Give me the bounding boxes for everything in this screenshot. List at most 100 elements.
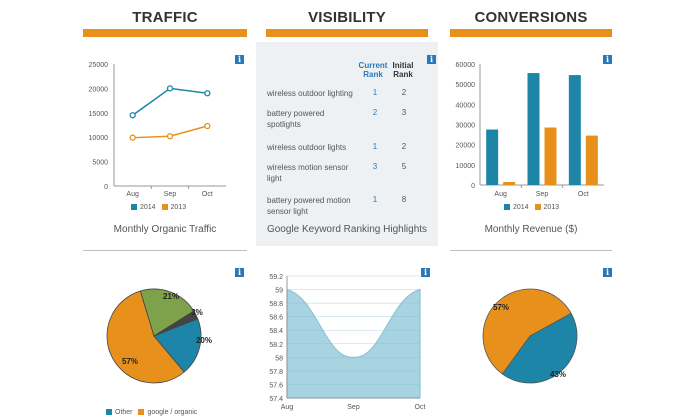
legend-label-2014: 2014 — [140, 204, 156, 211]
info-icon[interactable]: i — [603, 55, 612, 64]
x-tick-label: Oct — [202, 191, 213, 198]
y-tick-label: 15000 — [89, 111, 109, 118]
x-tick-label: Aug — [494, 191, 507, 198]
current-rank: 1 — [372, 88, 378, 97]
y-tick-label: 10000 — [456, 163, 476, 170]
legend-label-2014: 2014 — [513, 204, 529, 211]
y-tick-label: 0 — [471, 183, 475, 190]
y-tick-label: 5000 — [92, 160, 108, 167]
revenue-bar-chart: 60000 50000 40000 30000 20000 10000 0 Aug Sep Oct — [456, 62, 604, 198]
traffic-source-pie: 57% 21% 3% 20% — [106, 288, 212, 384]
initial-rank: 2 — [401, 142, 407, 151]
y-tick-label: 57.6 — [269, 382, 283, 389]
initial-rank-header: Initial Rank — [392, 61, 414, 79]
traffic-source-legend: Other google / organic — [106, 409, 197, 416]
info-icon[interactable]: i — [421, 268, 430, 277]
legend-label-2013: 2013 — [543, 204, 560, 211]
legend-swatch-other — [106, 409, 112, 416]
y-tick-label: 59.2 — [269, 274, 283, 281]
keyword-panel — [256, 42, 438, 246]
pie-label: 57% — [493, 303, 509, 312]
y-tick-label: 58.4 — [269, 328, 283, 335]
pie-label: 3% — [191, 308, 203, 317]
pie-label: 21% — [163, 292, 179, 301]
pie-slice-orange — [482, 288, 572, 375]
bar-2014-Aug — [486, 129, 499, 185]
legend-swatch-2013 — [161, 204, 168, 211]
conversions-accent-bar — [450, 29, 612, 37]
pie-slice-other-green — [139, 288, 195, 337]
keyword-text: wireless outdoor lights — [267, 143, 347, 152]
traffic-accent-bar — [83, 29, 247, 37]
current-rank: 3 — [372, 162, 378, 171]
bar-2013-Oct — [585, 135, 598, 185]
y-tick-label: 58.6 — [269, 315, 283, 322]
pie-label: 20% — [196, 336, 212, 345]
y-tick-label: 58.2 — [269, 342, 283, 349]
keyword-text: wireless outdoor lighting — [267, 89, 353, 98]
info-icon[interactable]: i — [235, 268, 244, 277]
legend-swatch-organic — [138, 409, 145, 416]
y-tick-label: 59 — [275, 288, 283, 295]
y-tick-label: 57.8 — [269, 369, 283, 376]
y-tick-label: 10000 — [89, 135, 109, 142]
conversion-pie: 57% 43% — [482, 288, 578, 384]
keyword-text: battery powered motion sensor light — [267, 196, 351, 216]
info-icon[interactable]: i — [427, 55, 436, 64]
current-rank-header: Current Rank — [358, 61, 388, 79]
y-tick-label: 58.8 — [269, 301, 283, 308]
legend-swatch-2013 — [534, 204, 541, 211]
legend-swatch-2014 — [504, 204, 510, 211]
y-tick-label: 30000 — [456, 123, 476, 130]
bar-2013-Sep — [544, 127, 557, 185]
divider — [450, 250, 612, 251]
keyword-text: battery powered spotlights — [267, 109, 325, 129]
traffic-line-chart: 25000 20000 15000 10000 5000 0 Aug Sep Oct — [89, 62, 226, 198]
initial-rank: 2 — [401, 88, 407, 97]
bar-2013-Aug — [503, 181, 516, 185]
initial-rank: 5 — [401, 162, 407, 171]
y-tick-label: 58 — [275, 355, 283, 362]
traffic-caption: Monthly Organic Traffic — [113, 224, 217, 235]
traffic-legend: 2014 2013 — [131, 204, 186, 211]
data-point — [166, 85, 174, 92]
y-tick-label: 0 — [104, 184, 108, 191]
legend-label-other: Other — [115, 409, 133, 416]
info-icon[interactable]: i — [235, 55, 244, 64]
revenue-caption: Monthly Revenue ($) — [484, 224, 578, 235]
bar-2014-Oct — [568, 75, 581, 185]
initial-rank: 8 — [401, 195, 407, 204]
x-tick-label: Sep — [536, 191, 549, 198]
y-tick-label: 50000 — [456, 82, 476, 89]
y-tick-label: 20000 — [89, 86, 109, 93]
x-tick-label: Aug — [126, 191, 139, 198]
x-tick-label: Oct — [578, 191, 589, 198]
legend-swatch-2014 — [131, 204, 137, 211]
conversions-title: CONVERSIONS — [474, 9, 588, 26]
pie-slice-teal — [501, 312, 578, 384]
keyword-text: wireless motion sensor light — [267, 163, 349, 183]
legend-label-organic: google / organic — [147, 409, 198, 416]
current-rank: 2 — [372, 108, 378, 117]
bar-2014-Sep — [527, 73, 540, 185]
visibility-accent-bar — [266, 29, 428, 37]
divider — [83, 250, 247, 251]
revenue-legend: 2014 2013 — [504, 204, 559, 211]
data-point — [129, 112, 136, 119]
y-tick-label: 25000 — [89, 62, 109, 69]
pie-label: 43% — [550, 370, 566, 379]
series-line-2014 — [132, 87, 208, 116]
legend-label-2013: 2013 — [170, 204, 187, 211]
pie-label: 57% — [122, 357, 138, 366]
data-point — [166, 133, 174, 140]
y-tick-label: 40000 — [456, 102, 476, 109]
visibility-caption: Google Keyword Ranking Highlights — [266, 224, 428, 235]
y-tick-label: 60000 — [456, 62, 476, 69]
y-tick-label: 57.4 — [269, 396, 283, 403]
pie-slice-Other — [153, 318, 202, 373]
info-icon[interactable]: i — [603, 268, 612, 277]
initial-rank: 3 — [401, 108, 407, 117]
current-rank: 1 — [372, 195, 378, 204]
x-tick-label: Sep — [164, 191, 177, 198]
visibility-title: VISIBILITY — [308, 9, 386, 26]
